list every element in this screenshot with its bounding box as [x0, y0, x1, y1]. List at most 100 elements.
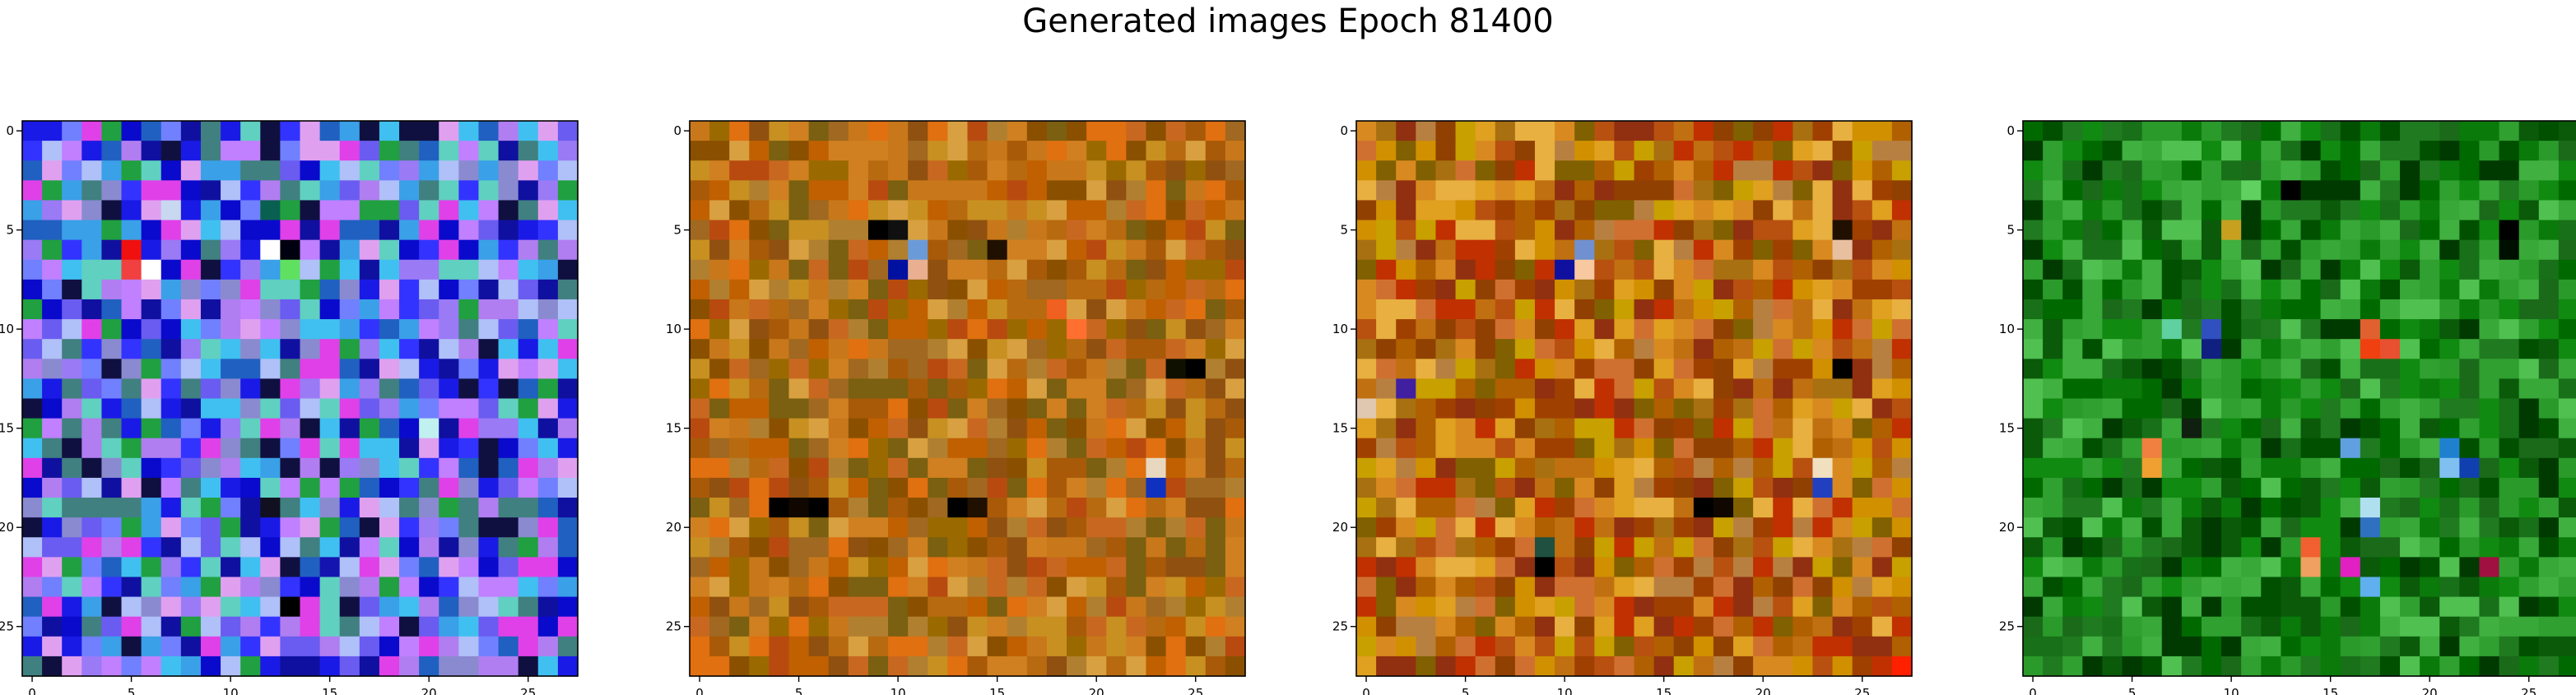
pixel-cell — [2360, 319, 2381, 340]
pixel-cell — [1146, 259, 1167, 280]
pixel-cell — [180, 299, 202, 320]
pixel-cell — [1693, 398, 1714, 419]
pixel-cell — [1653, 636, 1675, 657]
pixel-cell — [2400, 537, 2420, 558]
pixel-cell — [888, 457, 909, 479]
pixel-cell — [1653, 259, 1675, 280]
pixel-cell — [399, 477, 420, 498]
pixel-cell — [867, 279, 889, 300]
pixel-cell — [2102, 616, 2123, 637]
pixel-cell — [788, 596, 810, 618]
pixel-cell — [2062, 319, 2083, 340]
pixel-cell — [2281, 438, 2302, 459]
pixel-cell — [1793, 299, 1814, 320]
pixel-cell — [1356, 359, 1377, 379]
pixel-cell — [419, 398, 439, 419]
pixel-cell — [1165, 616, 1187, 637]
pixel-cell — [1106, 477, 1127, 498]
pixel-cell — [2023, 438, 2044, 459]
pixel-cell — [928, 398, 948, 419]
pixel-cell — [709, 517, 730, 538]
pixel-cell — [2340, 160, 2361, 181]
pixel-cell — [1713, 398, 1734, 419]
pixel-cell — [987, 557, 1008, 578]
pixel-cell — [518, 259, 539, 280]
pixel-cell — [888, 220, 909, 241]
pixel-cell — [141, 537, 162, 558]
pixel-cell — [121, 279, 142, 300]
pixel-cell — [1574, 398, 1595, 419]
pixel-cell — [1832, 596, 1853, 618]
pixel-cell — [1812, 121, 1834, 141]
pixel-cell — [2499, 616, 2520, 637]
x-tick-label: 10 — [1557, 686, 1573, 695]
pixel-cell — [1026, 200, 1048, 221]
pixel-cell — [2420, 239, 2440, 261]
pixel-cell — [1614, 517, 1635, 538]
pixel-cell — [1416, 359, 1437, 379]
pixel-cell — [1185, 180, 1207, 202]
pixel-cell — [458, 557, 480, 578]
pixel-cell — [339, 359, 360, 379]
pixel-cell — [2538, 557, 2560, 578]
pixel-cell — [2261, 577, 2281, 598]
pixel-cell — [101, 477, 123, 498]
pixel-cell — [2023, 378, 2044, 400]
pixel-cell — [2558, 180, 2576, 202]
pixel-cell — [1634, 438, 1655, 459]
pixel-cell — [1872, 359, 1893, 379]
pixel-cell — [2281, 596, 2302, 618]
pixel-cell — [2518, 319, 2540, 340]
pixel-cell — [2043, 200, 2063, 221]
pixel-cell — [478, 378, 500, 400]
pixel-cell — [1356, 299, 1377, 320]
pixel-cell — [2102, 359, 2123, 379]
pixel-cell — [2141, 457, 2163, 479]
pixel-cell — [1594, 577, 1615, 598]
pixel-cell — [1126, 596, 1147, 618]
pixel-cell — [81, 537, 103, 558]
pixel-cell — [537, 398, 559, 419]
pixel-cell — [498, 517, 519, 538]
pixel-cell — [2261, 239, 2281, 261]
pixel-cell — [2122, 596, 2143, 618]
pixel-cell — [1475, 596, 1496, 618]
pixel-cell — [1555, 457, 1575, 479]
pixel-cell — [2122, 200, 2143, 221]
pixel-cell — [419, 160, 439, 181]
pixel-cell — [1146, 239, 1167, 261]
pixel-cell — [121, 299, 142, 320]
pixel-cell — [1416, 498, 1437, 518]
pixel-cell — [2201, 299, 2222, 320]
pixel-cell — [2300, 239, 2322, 261]
pixel-cell — [419, 378, 439, 400]
pixel-cell — [1455, 339, 1476, 359]
pixel-cell — [788, 299, 810, 320]
pixel-cell — [1852, 418, 1873, 439]
pixel-cell — [928, 517, 948, 538]
pixel-cell — [1376, 220, 1397, 241]
pixel-cell — [1356, 339, 1377, 359]
pixel-cell — [1793, 418, 1814, 439]
pixel-cell — [928, 596, 948, 618]
pixel-cell — [2082, 398, 2104, 419]
pixel-cell — [1495, 596, 1516, 618]
pixel-cell — [2420, 160, 2440, 181]
pixel-cell — [2558, 220, 2576, 241]
pixel-cell — [928, 636, 948, 657]
pixel-cell — [1832, 180, 1853, 202]
pixel-cell — [1225, 299, 1246, 320]
pixel-cell — [1205, 457, 1226, 479]
pixel-cell — [141, 457, 162, 479]
pixel-cell — [987, 279, 1008, 300]
pixel-cell — [1495, 398, 1516, 419]
pixel-cell — [1106, 180, 1127, 202]
pixel-cell — [709, 259, 730, 280]
pixel-cell — [788, 319, 810, 340]
pixel-cell — [1165, 339, 1187, 359]
pixel-cell — [769, 457, 790, 479]
pixel-cell — [1455, 438, 1476, 459]
pixel-cell — [848, 200, 869, 221]
pixel-cell — [160, 319, 182, 340]
pixel-cell — [2043, 378, 2063, 400]
